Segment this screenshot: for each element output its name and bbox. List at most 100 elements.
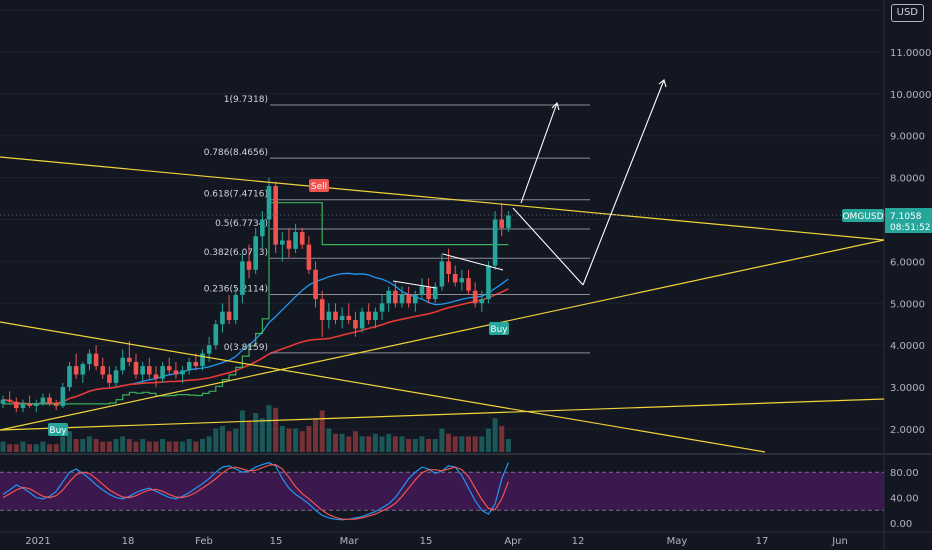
volume-bar <box>492 418 498 452</box>
candle-body <box>0 399 6 404</box>
stochastic-oscillator[interactable] <box>0 462 884 521</box>
ma-slow-line <box>2 288 509 405</box>
buy-signal-tag <box>48 423 68 436</box>
osc-tick-label: 40.00 <box>890 494 919 505</box>
fib-level-label: 0.382(6.0753) <box>204 248 268 258</box>
volume-bar <box>485 428 491 452</box>
volume-bar <box>67 431 72 452</box>
candle-body <box>466 278 471 291</box>
fib-level-label: 0(3.8159) <box>224 343 268 353</box>
candle-body <box>359 311 365 329</box>
candle-body <box>299 232 305 245</box>
volume-bar <box>7 444 13 452</box>
time-tick-label: Mar <box>340 536 360 547</box>
trendlines[interactable] <box>0 79 932 453</box>
candle-body <box>7 399 12 402</box>
volume-bar <box>366 436 372 452</box>
candle-body <box>60 387 66 406</box>
volume-bar <box>426 439 432 452</box>
volume-bar <box>133 441 139 452</box>
volume-bar <box>40 441 46 452</box>
volume-bar <box>33 444 39 452</box>
ticker-tag <box>842 209 884 222</box>
volume-bar <box>392 436 398 452</box>
volume-bar <box>299 431 305 452</box>
price-tick-label: 11.0000 <box>890 48 931 59</box>
volume-bar <box>100 441 106 452</box>
candle-body <box>140 366 145 375</box>
volume-bar <box>273 407 279 452</box>
candle-body <box>393 290 398 304</box>
volume-bar <box>226 431 232 452</box>
volume-bar <box>239 410 245 452</box>
volume-bars <box>0 405 511 452</box>
candle-body <box>366 311 372 321</box>
volume-bar <box>146 441 152 452</box>
candle-body <box>240 261 245 295</box>
candle-body <box>506 215 511 228</box>
volume-bar <box>60 436 66 452</box>
candle-body <box>280 240 285 245</box>
volume-bar <box>233 428 239 452</box>
candle-body <box>286 240 292 249</box>
volume-bar <box>339 433 345 452</box>
osc-d-line <box>2 463 509 520</box>
candlesticks[interactable] <box>0 177 511 413</box>
volume-bar <box>505 439 511 452</box>
candle-body <box>107 374 112 383</box>
candle-body <box>193 361 199 367</box>
volume-bar <box>266 405 272 452</box>
osc-tick-label: 0.00 <box>890 519 912 530</box>
buy-signal-label: Buy <box>490 325 508 335</box>
candle-body <box>499 219 505 228</box>
candle-body <box>246 261 252 270</box>
volume-bar <box>412 439 418 452</box>
candle-body <box>406 294 411 304</box>
candle-body <box>160 366 165 379</box>
price-tick-label: 5.0000 <box>890 299 925 310</box>
currency-badge[interactable]: USD <box>890 4 924 22</box>
projection-arrow <box>582 79 665 286</box>
candle-body <box>432 286 438 300</box>
volume-bar <box>186 439 192 452</box>
price-tick-label: 4.0000 <box>890 341 925 352</box>
time-axis[interactable]: 2021 18 Feb 15 Mar 15 Apr 12 May 17 Jun <box>25 536 848 547</box>
candle-body <box>100 366 106 375</box>
volume-bar <box>452 436 458 452</box>
candle-body <box>346 315 352 321</box>
countdown-label: 08:51:52 <box>890 223 930 233</box>
arrow-head <box>551 101 560 111</box>
volume-bar <box>106 441 112 452</box>
ticker-label: OMGUSD <box>842 212 883 222</box>
volume-bar <box>359 436 365 452</box>
fib-level-label: 0.5(6.7734) <box>215 219 268 229</box>
volume-bar <box>153 441 159 452</box>
candle-body <box>426 286 431 300</box>
volume-bar <box>406 439 412 452</box>
candle-body <box>180 370 185 375</box>
volume-bar <box>246 420 252 452</box>
time-tick-label: May <box>667 536 688 547</box>
price-axis[interactable]: 2.00003.00004.00005.00006.00007.00008.00… <box>842 6 932 530</box>
trendline <box>0 321 766 453</box>
candle-body <box>293 232 298 249</box>
buy-signal-tag <box>489 322 509 335</box>
volume-bar <box>93 439 99 452</box>
candle-body <box>213 324 219 346</box>
candle-body <box>147 366 152 375</box>
volume-bar <box>126 439 132 452</box>
candle-body <box>260 219 265 237</box>
volume-bar <box>213 428 219 452</box>
volume-bar <box>27 444 33 452</box>
candle-body <box>399 294 405 304</box>
volume-bar <box>166 441 172 452</box>
volume-bar <box>259 418 265 452</box>
signals: Sell Buy Buy <box>48 179 509 436</box>
volume-bar <box>372 433 378 452</box>
time-tick-label: 15 <box>270 536 283 547</box>
time-tick-label: Feb <box>195 536 213 547</box>
candle-body <box>446 261 451 274</box>
candle-body <box>166 366 172 371</box>
projection-arrow <box>512 207 584 286</box>
